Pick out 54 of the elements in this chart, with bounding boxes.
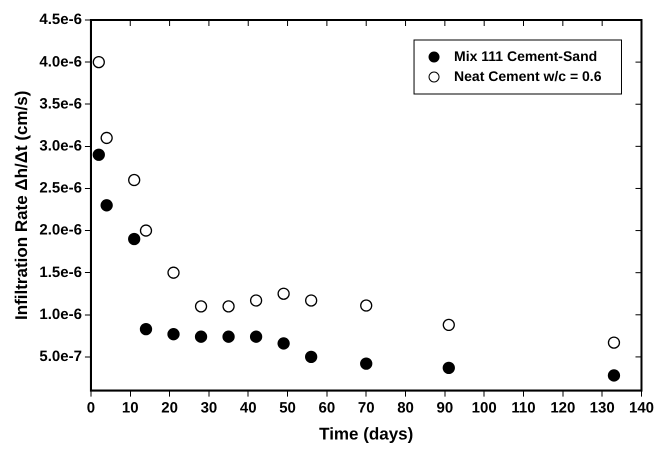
point bbox=[360, 299, 372, 312]
point bbox=[140, 322, 152, 336]
point bbox=[222, 330, 235, 343]
point bbox=[360, 358, 372, 370]
x-tick-label: 0 bbox=[86, 400, 96, 417]
x-tick-label: 110 bbox=[511, 400, 536, 417]
point bbox=[100, 132, 113, 144]
point bbox=[140, 224, 152, 237]
y-tick-label: 4.0e-6 bbox=[39, 53, 82, 70]
point bbox=[608, 336, 620, 349]
x-tick-label: 120 bbox=[550, 400, 576, 417]
x-tick-label: 140 bbox=[628, 400, 654, 417]
x-tick-label: 10 bbox=[122, 400, 139, 417]
legend-label: Mix 111 Cement-Sand bbox=[454, 48, 598, 64]
x-tick-label: 40 bbox=[240, 400, 257, 417]
x-tick-label: 100 bbox=[472, 400, 497, 417]
point bbox=[167, 328, 180, 340]
legend-label: Neat Cement w/c = 0.6 bbox=[454, 68, 602, 84]
point bbox=[442, 318, 455, 332]
x-axis-title: Time (days) bbox=[319, 424, 414, 444]
y-tick-label: 4.5e-6 bbox=[39, 11, 82, 28]
point bbox=[194, 300, 208, 313]
point bbox=[194, 330, 208, 343]
x-tick-label: 70 bbox=[358, 400, 375, 417]
y-tick-label: 3.5e-6 bbox=[39, 95, 82, 112]
point bbox=[100, 199, 113, 212]
point bbox=[222, 300, 235, 313]
point bbox=[250, 294, 262, 307]
point bbox=[92, 56, 105, 68]
y-tick-label: 2.5e-6 bbox=[39, 180, 82, 197]
x-tick-label: 90 bbox=[436, 400, 454, 417]
point bbox=[277, 288, 290, 300]
point bbox=[305, 350, 318, 364]
x-tick-label: 20 bbox=[161, 400, 178, 417]
y-tick-label: 1.5e-6 bbox=[39, 264, 82, 281]
x-tick-label: 50 bbox=[279, 400, 296, 417]
y-tick-label: 5.0e-7 bbox=[39, 348, 82, 366]
x-tick-label: 60 bbox=[318, 400, 336, 417]
x-tick-label: 130 bbox=[590, 400, 615, 417]
y-tick-label: 3.0e-6 bbox=[39, 137, 82, 154]
x-tick-label: 30 bbox=[200, 400, 218, 417]
y-axis-title: Infiltration Rate Δh/Δt (cm/s) bbox=[12, 90, 31, 320]
point bbox=[92, 148, 105, 161]
point bbox=[608, 369, 620, 382]
point bbox=[442, 362, 455, 374]
point bbox=[305, 294, 318, 307]
point bbox=[128, 232, 140, 246]
point bbox=[128, 174, 140, 186]
point bbox=[250, 330, 262, 343]
x-tick-label: 80 bbox=[397, 400, 414, 417]
point bbox=[277, 337, 290, 350]
point bbox=[167, 266, 180, 279]
y-tick-label: 2.0e-6 bbox=[39, 222, 82, 239]
y-tick-label: 1.0e-6 bbox=[39, 306, 82, 323]
